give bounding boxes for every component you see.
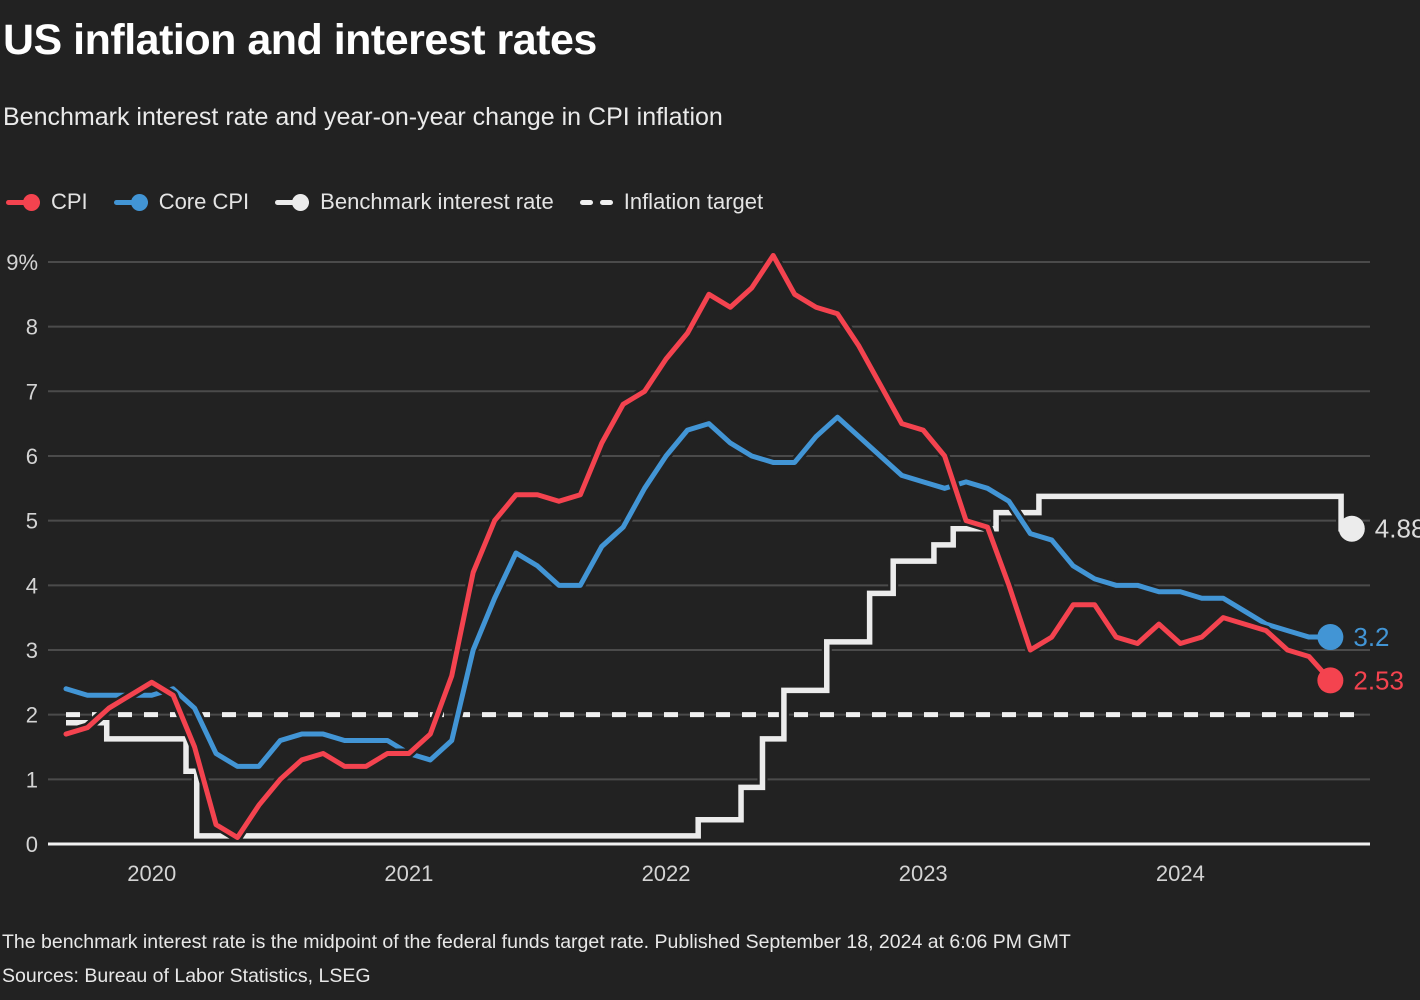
svg-text:0: 0 (26, 832, 38, 857)
legend-item-label: CPI (51, 189, 88, 214)
legend-item-core-cpi: Core CPI (113, 189, 250, 215)
svg-text:2.53: 2.53 (1353, 665, 1404, 695)
svg-text:3.2: 3.2 (1353, 622, 1389, 652)
footer-sources: Sources: Bureau of Labor Statistics, LSE… (2, 965, 371, 987)
legend-item-inflation-target: Inflation target (579, 189, 764, 215)
svg-text:4.88: 4.88 (1375, 514, 1420, 544)
svg-text:1: 1 (26, 767, 38, 792)
line-dot-marker-icon (113, 193, 148, 211)
svg-text:2020: 2020 (127, 861, 176, 886)
line-dot-marker-icon (275, 193, 310, 211)
legend: CPI Core CPI Benchmark interest rate Inf… (6, 189, 763, 215)
svg-text:8: 8 (26, 315, 38, 340)
legend-item-cpi: CPI (6, 189, 88, 215)
footer-note: The benchmark interest rate is the midpo… (2, 931, 1071, 953)
chart-subtitle: Benchmark interest rate and year-on-year… (3, 103, 723, 131)
svg-text:2023: 2023 (899, 861, 948, 886)
legend-item-label: Core CPI (158, 189, 250, 214)
svg-text:2022: 2022 (642, 861, 691, 886)
legend-item-benchmark-rate: Benchmark interest rate (275, 189, 554, 215)
svg-text:9%: 9% (6, 250, 38, 275)
line-dot-marker-icon (6, 193, 40, 211)
svg-text:7: 7 (26, 379, 38, 404)
svg-text:2: 2 (26, 703, 38, 728)
chart-title: US inflation and interest rates (3, 16, 597, 64)
svg-text:3: 3 (26, 638, 38, 663)
legend-item-label: Benchmark interest rate (320, 189, 554, 214)
legend-item-label: Inflation target (623, 189, 764, 214)
svg-text:5: 5 (26, 509, 38, 534)
svg-text:2024: 2024 (1156, 861, 1205, 886)
dash-marker-icon (579, 193, 613, 211)
svg-text:4: 4 (26, 573, 38, 598)
svg-text:2021: 2021 (384, 861, 433, 886)
svg-text:6: 6 (26, 444, 38, 469)
